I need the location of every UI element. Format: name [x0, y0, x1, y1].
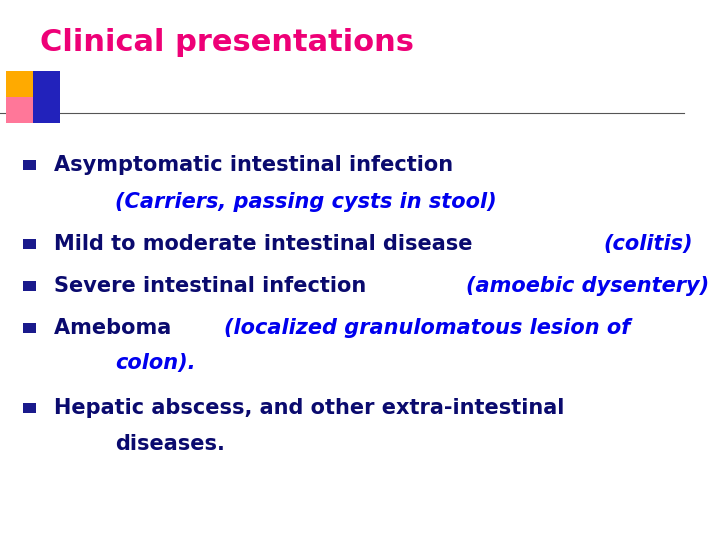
- FancyBboxPatch shape: [6, 71, 33, 97]
- FancyBboxPatch shape: [23, 160, 36, 170]
- Text: (Carriers, passing cysts in stool): (Carriers, passing cysts in stool): [115, 192, 497, 213]
- FancyBboxPatch shape: [33, 71, 60, 97]
- Text: colon).: colon).: [115, 353, 196, 373]
- Text: Hepatic abscess, and other extra-intestinal: Hepatic abscess, and other extra-intesti…: [54, 397, 564, 418]
- Text: Severe intestinal infection: Severe intestinal infection: [54, 276, 374, 296]
- Text: Mild to moderate intestinal disease: Mild to moderate intestinal disease: [54, 234, 480, 254]
- Text: diseases.: diseases.: [115, 434, 225, 454]
- FancyBboxPatch shape: [33, 97, 60, 123]
- FancyBboxPatch shape: [6, 97, 33, 123]
- Text: (colitis): (colitis): [603, 234, 693, 254]
- Text: Clinical presentations: Clinical presentations: [40, 28, 413, 57]
- Text: (localized granulomatous lesion of: (localized granulomatous lesion of: [224, 318, 631, 339]
- FancyBboxPatch shape: [23, 403, 36, 413]
- FancyBboxPatch shape: [23, 323, 36, 333]
- FancyBboxPatch shape: [23, 281, 36, 291]
- Text: Asymptomatic intestinal infection: Asymptomatic intestinal infection: [54, 154, 453, 175]
- Text: (amoebic dysentery): (amoebic dysentery): [467, 276, 709, 296]
- Text: Ameboma: Ameboma: [54, 318, 186, 339]
- FancyBboxPatch shape: [23, 239, 36, 249]
